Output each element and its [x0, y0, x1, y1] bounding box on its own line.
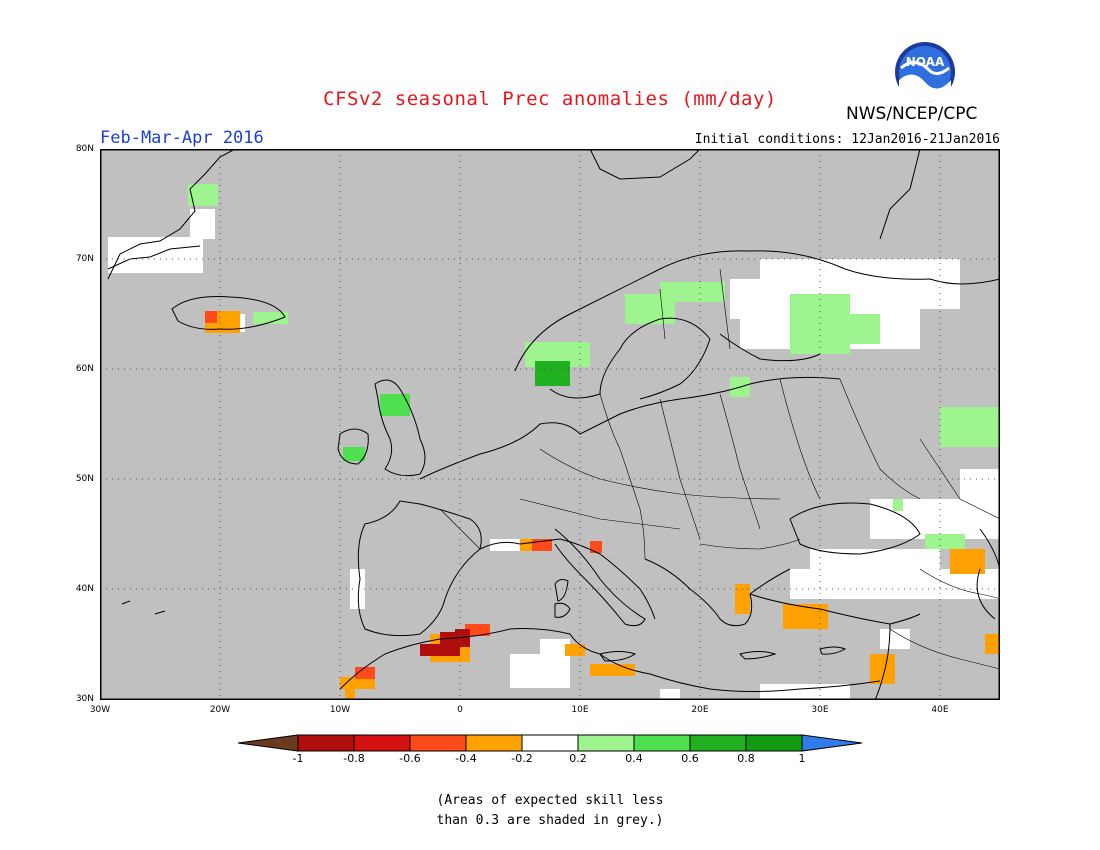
lon-label: 20W	[209, 705, 231, 715]
lat-label: 40N	[75, 584, 94, 594]
skill-note-line: (Areas of expected skill less	[436, 793, 664, 808]
lon-label: 10W	[329, 705, 351, 715]
forecast-period: Feb-Mar-Apr 2016	[100, 128, 264, 148]
lat-label: 60N	[75, 364, 94, 374]
graticule	[100, 149, 1000, 700]
colorbar-tick-label: 1	[798, 752, 806, 765]
map-background	[100, 149, 1000, 700]
colorbar-tick-label: 0.2	[569, 752, 587, 765]
colorbar-cell	[297, 734, 355, 752]
precip-anomaly-map	[100, 149, 1000, 700]
agency-label: NWS/NCEP/CPC	[846, 104, 978, 124]
country-borders	[439, 268, 1000, 670]
colorbar-cell	[745, 734, 803, 752]
colorbar-tick-label: -0.4	[455, 752, 477, 765]
map-frame	[100, 149, 1000, 700]
colorbar	[238, 734, 862, 752]
logo-text: NOAA	[906, 55, 945, 69]
noaa-logo: NOAA	[895, 42, 955, 102]
coastlines	[107, 149, 1000, 700]
wet-anomaly-light	[188, 184, 1000, 549]
near-normal-areas	[108, 209, 1000, 700]
lat-label: 30N	[75, 694, 94, 704]
colorbar-high-arrow	[801, 734, 862, 752]
map-title: CFSv2 seasonal Prec anomalies (mm/day)	[323, 88, 777, 110]
colorbar-low-arrow	[238, 734, 299, 752]
colorbar-tick-label: -0.8	[343, 752, 365, 765]
colorbar-cell	[353, 734, 411, 752]
colorbar-tick-label: 0.8	[737, 752, 755, 765]
colorbar-tick-label: 0.6	[681, 752, 699, 765]
lon-label: 40E	[931, 705, 949, 715]
lon-label: 10E	[571, 705, 589, 715]
lat-label: 70N	[75, 254, 94, 264]
skill-note: (Areas of expected skill less than 0.3 a…	[300, 791, 800, 831]
dry-anomaly-strong	[420, 629, 470, 656]
lon-label: 20E	[691, 705, 709, 715]
colorbar-cell	[633, 734, 691, 752]
skill-note-line: than 0.3 are shaded in grey.)	[436, 813, 664, 828]
colorbar-cell	[577, 734, 635, 752]
colorbar-cell	[521, 734, 579, 752]
lon-label: 30E	[811, 705, 829, 715]
colorbar-tick-label: 0.4	[625, 752, 643, 765]
colorbar-tick-label: -0.6	[399, 752, 421, 765]
colorbar-cell	[409, 734, 467, 752]
lat-label: 80N	[75, 144, 94, 154]
lon-label: 30W	[89, 705, 111, 715]
colorbar-cell	[689, 734, 747, 752]
colorbar-cell	[465, 734, 523, 752]
lon-label: 0	[457, 705, 463, 715]
initial-conditions: Initial conditions: 12Jan2016-21Jan2016	[694, 132, 1000, 147]
colorbar-tick-label: -0.2	[511, 752, 533, 765]
colorbar-tick-label: -1	[292, 752, 304, 765]
wet-anomaly-strong	[535, 361, 570, 386]
wet-anomaly-moderate	[343, 394, 410, 461]
lat-label: 50N	[75, 474, 94, 484]
